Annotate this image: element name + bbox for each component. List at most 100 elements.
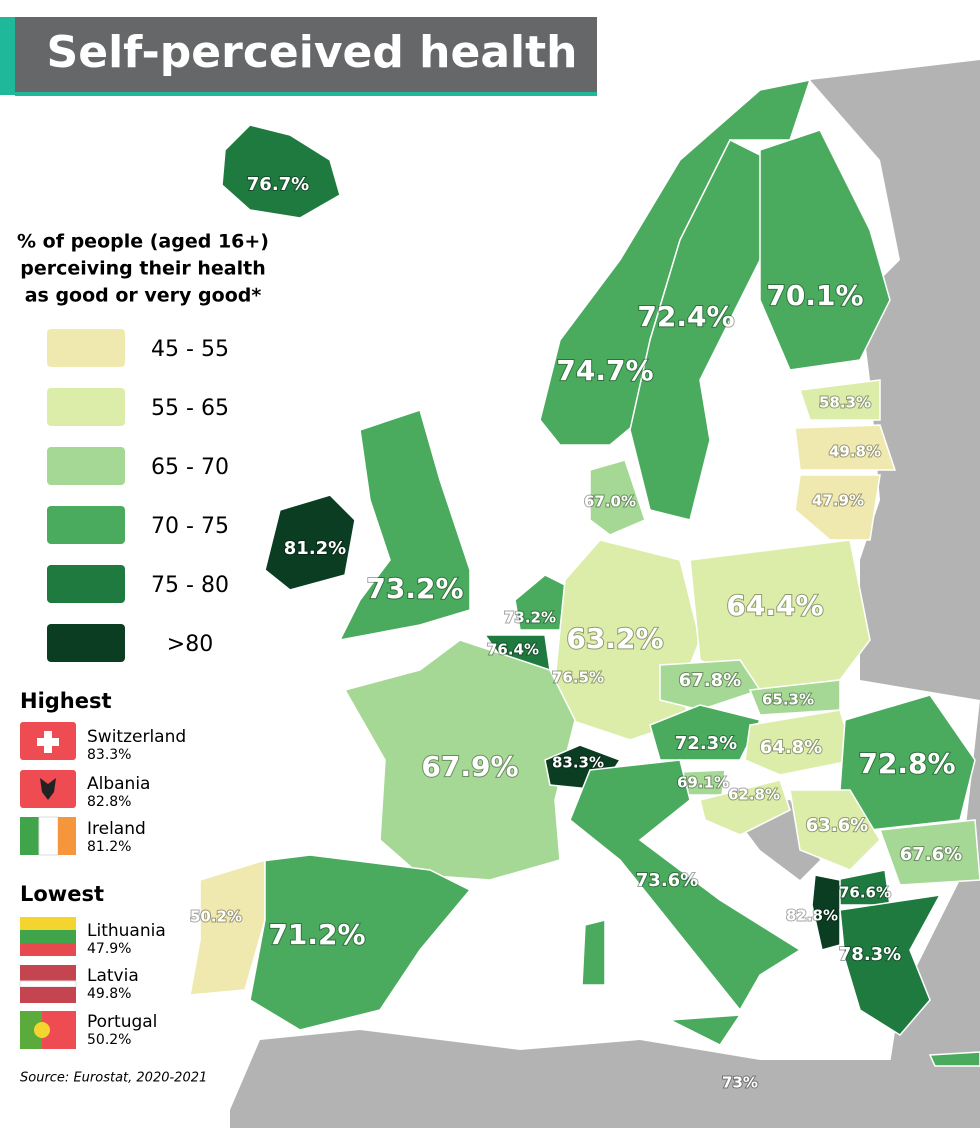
region-label: 67.0% bbox=[584, 493, 636, 511]
region-label: 47.9% bbox=[812, 492, 864, 510]
region-label: 73.6% bbox=[636, 870, 698, 891]
sicily bbox=[667, 1014, 742, 1046]
legend-title: as good or very good* bbox=[25, 285, 262, 307]
region-label: 63.6% bbox=[806, 815, 868, 836]
region-label: 72.4% bbox=[637, 300, 734, 333]
region-label: 76.6% bbox=[839, 884, 891, 902]
portugal bbox=[189, 858, 266, 996]
crete bbox=[928, 1051, 980, 1067]
region-label: 76.4% bbox=[487, 641, 539, 659]
title: Self-perceived health bbox=[47, 27, 578, 78]
czechia bbox=[659, 659, 762, 711]
region-label: 73.2% bbox=[366, 572, 463, 605]
legend-swatch bbox=[47, 329, 125, 367]
country-value: 83.3% bbox=[87, 747, 131, 763]
title-underline bbox=[15, 92, 597, 96]
legend: % of people (aged 16+) perceiving their … bbox=[17, 231, 269, 662]
rank-lists: Highest Lowest Switzerland 83.3% Albania… bbox=[19, 689, 186, 1049]
hungary bbox=[744, 709, 856, 776]
legend-swatch bbox=[47, 565, 125, 603]
country-value: 50.2% bbox=[87, 1032, 131, 1048]
legend-swatch bbox=[47, 388, 125, 426]
region-label: 72.3% bbox=[675, 733, 737, 754]
region-label: 64.4% bbox=[726, 589, 823, 622]
region-label: 64.8% bbox=[760, 737, 822, 758]
region-label: 65.3% bbox=[762, 691, 814, 709]
region-label: 78.3% bbox=[839, 944, 901, 965]
denmark bbox=[589, 459, 646, 536]
legend-swatch bbox=[47, 506, 125, 544]
legend-label: 70 - 75 bbox=[151, 514, 229, 539]
legend-label: 65 - 70 bbox=[151, 455, 229, 480]
italy bbox=[569, 759, 802, 1012]
ireland bbox=[264, 494, 356, 591]
region-label: 74.7% bbox=[556, 354, 653, 387]
flag bbox=[20, 965, 76, 981]
uk bbox=[338, 409, 471, 642]
country-value: 47.9% bbox=[87, 941, 131, 957]
flag bbox=[20, 987, 76, 1003]
country-value: 49.8% bbox=[87, 986, 131, 1002]
region-label: 82.8% bbox=[786, 907, 838, 925]
region-label: 71.2% bbox=[268, 918, 365, 951]
latvia bbox=[794, 424, 897, 471]
country-name: Lithuania bbox=[87, 921, 166, 941]
legend-label: 55 - 65 bbox=[151, 396, 229, 421]
list-heading: Lowest bbox=[20, 882, 104, 906]
country-name: Switzerland bbox=[87, 727, 186, 747]
estonia bbox=[798, 379, 881, 421]
greece bbox=[839, 894, 942, 1036]
flag bbox=[37, 731, 59, 753]
region-label: 73% bbox=[722, 1074, 758, 1092]
flag bbox=[38, 816, 59, 856]
country-name: Albania bbox=[87, 774, 150, 794]
region-label: 58.3% bbox=[819, 394, 871, 412]
legend-swatch bbox=[47, 447, 125, 485]
countries bbox=[189, 79, 980, 1067]
country-name: Portugal bbox=[87, 1012, 157, 1032]
region-labels: 76.7% 74.7% 72.4% 70.1% 58.3% 49.8% 47.9… bbox=[189, 173, 963, 1093]
region-label: 67.8% bbox=[679, 670, 741, 691]
iceland bbox=[221, 124, 341, 219]
spain bbox=[229, 854, 472, 1031]
flag bbox=[20, 1011, 42, 1049]
flag bbox=[20, 817, 39, 855]
region-label: 72.8% bbox=[858, 747, 955, 780]
region-label: 69.1% bbox=[677, 774, 729, 792]
flag bbox=[19, 980, 77, 988]
france bbox=[343, 639, 576, 881]
country-name: Ireland bbox=[87, 819, 146, 839]
bulgaria bbox=[878, 819, 980, 886]
land bbox=[810, 60, 980, 1128]
title-accent bbox=[0, 17, 15, 95]
country-value: 82.8% bbox=[87, 794, 131, 810]
region-label: 62.8% bbox=[728, 786, 780, 804]
region-label: 49.8% bbox=[829, 443, 881, 461]
legend-label: 75 - 80 bbox=[151, 573, 229, 598]
sweden bbox=[629, 138, 771, 521]
region-label: 76.7% bbox=[247, 174, 309, 195]
region-label: 70.1% bbox=[766, 279, 863, 312]
region-label: 63.2% bbox=[566, 622, 663, 655]
flag bbox=[20, 930, 76, 943]
croatia bbox=[699, 779, 791, 836]
flag bbox=[40, 778, 56, 800]
flag bbox=[34, 1022, 50, 1038]
serbia bbox=[789, 789, 881, 871]
country-value: 81.2% bbox=[87, 839, 131, 855]
legend-swatch bbox=[47, 624, 125, 662]
country-name: Latvia bbox=[87, 966, 139, 986]
region-label: 83.3% bbox=[552, 754, 604, 772]
region-label: 50.2% bbox=[190, 908, 242, 926]
region-label: 73.2% bbox=[504, 609, 556, 627]
region-label: 76.5% bbox=[552, 669, 604, 687]
norway bbox=[539, 79, 812, 446]
legend-title: % of people (aged 16+) bbox=[17, 231, 269, 253]
sardinia bbox=[581, 919, 606, 986]
legend-label: 45 - 55 bbox=[151, 337, 229, 362]
region-label: 81.2% bbox=[284, 538, 346, 559]
land bbox=[230, 1030, 980, 1128]
finland bbox=[759, 129, 891, 371]
list-heading: Highest bbox=[20, 689, 112, 713]
